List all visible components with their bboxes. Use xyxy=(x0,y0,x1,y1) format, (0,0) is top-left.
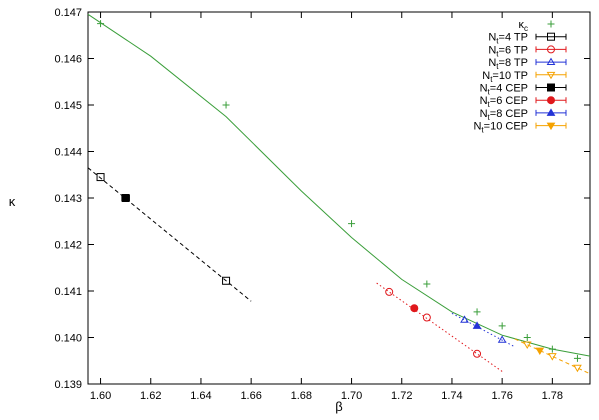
x-tick-label: 1.76 xyxy=(491,390,512,402)
x-tick-label: 1.60 xyxy=(90,390,111,402)
legend-marker xyxy=(547,32,555,41)
y-tick-label: 0.142 xyxy=(54,240,82,252)
data-points xyxy=(96,20,582,373)
x-axis-label: β xyxy=(335,399,342,414)
y-axis-label: κ xyxy=(9,194,16,209)
legend-label: Nt=8 TP xyxy=(488,57,528,71)
y-tick-label: 0.141 xyxy=(54,286,82,298)
data-point xyxy=(547,353,557,361)
data-point xyxy=(472,321,482,329)
data-point xyxy=(97,20,105,28)
legend-label: Nt=6 CEP xyxy=(480,95,528,109)
legend-marker xyxy=(546,57,556,66)
data-point xyxy=(385,287,394,296)
data-point xyxy=(497,335,507,343)
y-tick-label: 0.146 xyxy=(54,54,82,66)
legend-marker xyxy=(547,96,555,105)
legend-errorbar xyxy=(535,46,567,53)
x-tick-label: 1.78 xyxy=(542,390,563,402)
legend-label: Nt=10 CEP xyxy=(473,121,528,135)
legend-marker xyxy=(546,122,556,131)
x-tick-label: 1.72 xyxy=(391,390,412,402)
legend-label: Nt=4 TP xyxy=(488,32,528,46)
x-tick-label: 1.70 xyxy=(341,390,362,402)
data-point xyxy=(423,280,431,288)
fit-line xyxy=(376,282,503,372)
data-point xyxy=(573,364,582,373)
legend-label: Nt=8 CEP xyxy=(480,108,528,122)
axis-ticks: 1.60 1.62 1.64 1.66 1.68 1.70 1.72 1.74 1.76 1.78… xyxy=(54,7,590,402)
legend-marker xyxy=(547,83,555,92)
data-point xyxy=(473,349,482,358)
x-tick-label: 1.74 xyxy=(441,390,462,402)
data-point xyxy=(522,341,532,349)
legend-errorbar xyxy=(535,71,567,78)
x-tick-label: 1.64 xyxy=(190,390,211,402)
legend-marker xyxy=(546,71,556,80)
legend-marker xyxy=(547,20,555,28)
y-tick-label: 0.147 xyxy=(54,7,82,19)
data-point xyxy=(348,220,356,228)
data-point xyxy=(573,354,581,362)
fit-line xyxy=(87,167,252,302)
x-tick-label: 1.66 xyxy=(240,390,261,402)
y-tick-label: 0.144 xyxy=(54,147,82,159)
data-point xyxy=(535,347,545,356)
data-point xyxy=(473,308,481,316)
data-point xyxy=(523,334,531,341)
data-point xyxy=(222,276,231,285)
legend-errorbar xyxy=(535,59,567,66)
x-tick-label: 1.62 xyxy=(140,390,161,402)
legend-label: Nt=10 TP xyxy=(482,70,528,84)
data-point xyxy=(548,345,556,353)
legend-label: κc xyxy=(519,19,529,33)
data-point xyxy=(121,194,130,202)
y-tick-label: 0.143 xyxy=(54,193,82,205)
data-point xyxy=(460,315,469,323)
legend-label: Nt=6 TP xyxy=(488,44,528,58)
legend-marker xyxy=(546,108,556,116)
data-point xyxy=(96,173,105,182)
y-tick-label: 0.139 xyxy=(54,379,82,391)
x-tick-label: 1.68 xyxy=(291,390,312,402)
data-point xyxy=(410,304,419,313)
y-tick-label: 0.145 xyxy=(54,100,82,112)
data-point xyxy=(222,101,230,109)
data-point xyxy=(422,313,431,322)
legend-label: Nt=4 CEP xyxy=(480,83,528,97)
data-point xyxy=(498,322,506,330)
legend-errorbar xyxy=(535,33,567,40)
legend-marker xyxy=(547,45,555,54)
y-tick-label: 0.140 xyxy=(54,333,82,345)
